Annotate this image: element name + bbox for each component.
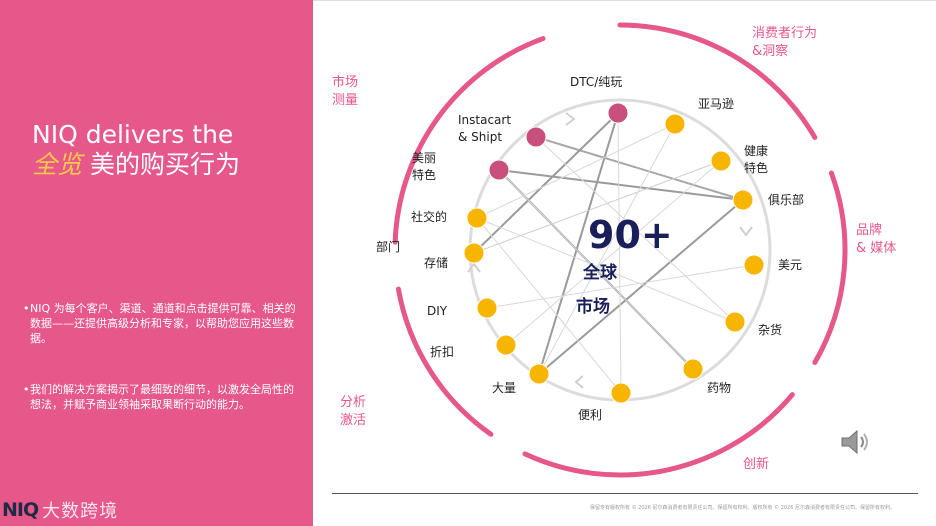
footer-rule [332,493,918,494]
connector-line [476,217,622,394]
channel-node[interactable] [495,334,517,356]
channel-nodes [463,102,765,404]
connector-lines [473,112,755,394]
connector-line [486,264,755,309]
connector-line [535,136,736,323]
logo: NIQ 大数跨境 [2,498,118,522]
connector-line [617,112,622,394]
side-label-department: 部门 [376,239,400,254]
channel-label: 便利 [578,408,602,422]
category-label-right: 品牌& 媒体 [856,222,896,256]
channel-node[interactable] [476,297,498,319]
channel-label: 健康特色 [744,143,768,175]
left-panel: NIQ delivers the 全览 美的购买行为 NIQ 为每个客户、渠道、… [0,0,313,526]
category-arcs [392,22,848,478]
channel-node[interactable] [710,150,732,172]
channel-node[interactable] [525,126,547,148]
arrow-icon [574,375,584,389]
arc-analytics-activation [395,286,494,437]
channel-label: 美元 [778,258,802,272]
channel-node[interactable] [724,311,746,333]
connector-line [498,169,744,201]
connector-line [473,160,722,254]
channel-label: 存储 [424,255,448,270]
niq-logo: NIQ [2,499,39,521]
channel-label: 美丽特色 [412,151,436,182]
connector-line [538,199,744,375]
connector-line [476,123,676,219]
arrow-icon [467,262,481,273]
channel-label: 折扣 [430,344,454,359]
category-label-bottom: 创新 [743,456,769,472]
center-line-2: 市场 [576,296,610,317]
center-line-1: 全球 [582,262,618,283]
channel-label: 亚马逊 [698,97,734,111]
connector-line [473,112,619,254]
arrow-icon [565,112,576,126]
center-number: 90+ [588,213,673,257]
slide-headline: NIQ delivers the 全览 美的购买行为 [32,120,302,180]
bullet-1: NIQ 为每个客户、渠道、通道和点击提供可靠、相关的数据——还提供高级分析和专家… [23,301,302,346]
channel-node[interactable] [743,254,765,276]
watermark: 大数跨境 [42,501,119,522]
channel-label: DTC/纯玩 [570,75,622,89]
channel-node[interactable] [682,358,704,380]
channel-label: Instacart & Shipt [458,113,511,144]
connector-line [535,136,744,201]
arc-market-measurement [392,36,546,245]
arc-consumer-behavior [617,22,818,140]
connector-line [476,217,736,323]
circle-arrows [467,112,753,389]
category-label-top-right: 消费者行为&洞察 [752,26,817,59]
channel-node[interactable] [488,159,510,181]
connector-line [538,112,619,375]
channel-label: 大量 [492,381,516,395]
channel-node[interactable] [610,382,632,404]
top-rule [313,0,936,1]
channel-node[interactable] [466,207,488,229]
arrow-icon [739,226,753,237]
channel-label: 俱乐部 [768,192,804,207]
channel-node[interactable] [463,242,485,264]
channel-label: 社交的 [411,209,447,224]
headline-post: 美的购买行为 [82,150,240,179]
channel-node[interactable] [732,189,754,211]
category-label-left: 分析激活 [340,395,366,428]
headline-pre: NIQ delivers the [32,120,234,149]
connector-line [538,123,676,375]
category-label-top-left: 市场测量 [332,74,358,108]
channel-label: 杂货 [758,322,782,337]
speaker-icon[interactable] [840,428,874,456]
headline-highlight: 全览 [32,150,83,179]
connector-line [505,160,722,346]
channel-node[interactable] [664,113,686,135]
arc-innovation [522,392,795,478]
channel-node[interactable] [607,102,629,124]
arc-brand-media [812,170,848,365]
bullet-2: 我们的解决方案揭示了最细致的细节，以激发全局性的想法，并赋予商业领袖采取果断行动… [23,382,302,412]
footer-copyright: 保留专有版权所有 © 2026 尼尔森消费者有限责任公司。保留所有权利。版权所有… [590,505,895,511]
channel-label: 药物 [707,381,731,395]
channel-node[interactable] [528,363,550,385]
channel-label: DIY [427,304,448,318]
